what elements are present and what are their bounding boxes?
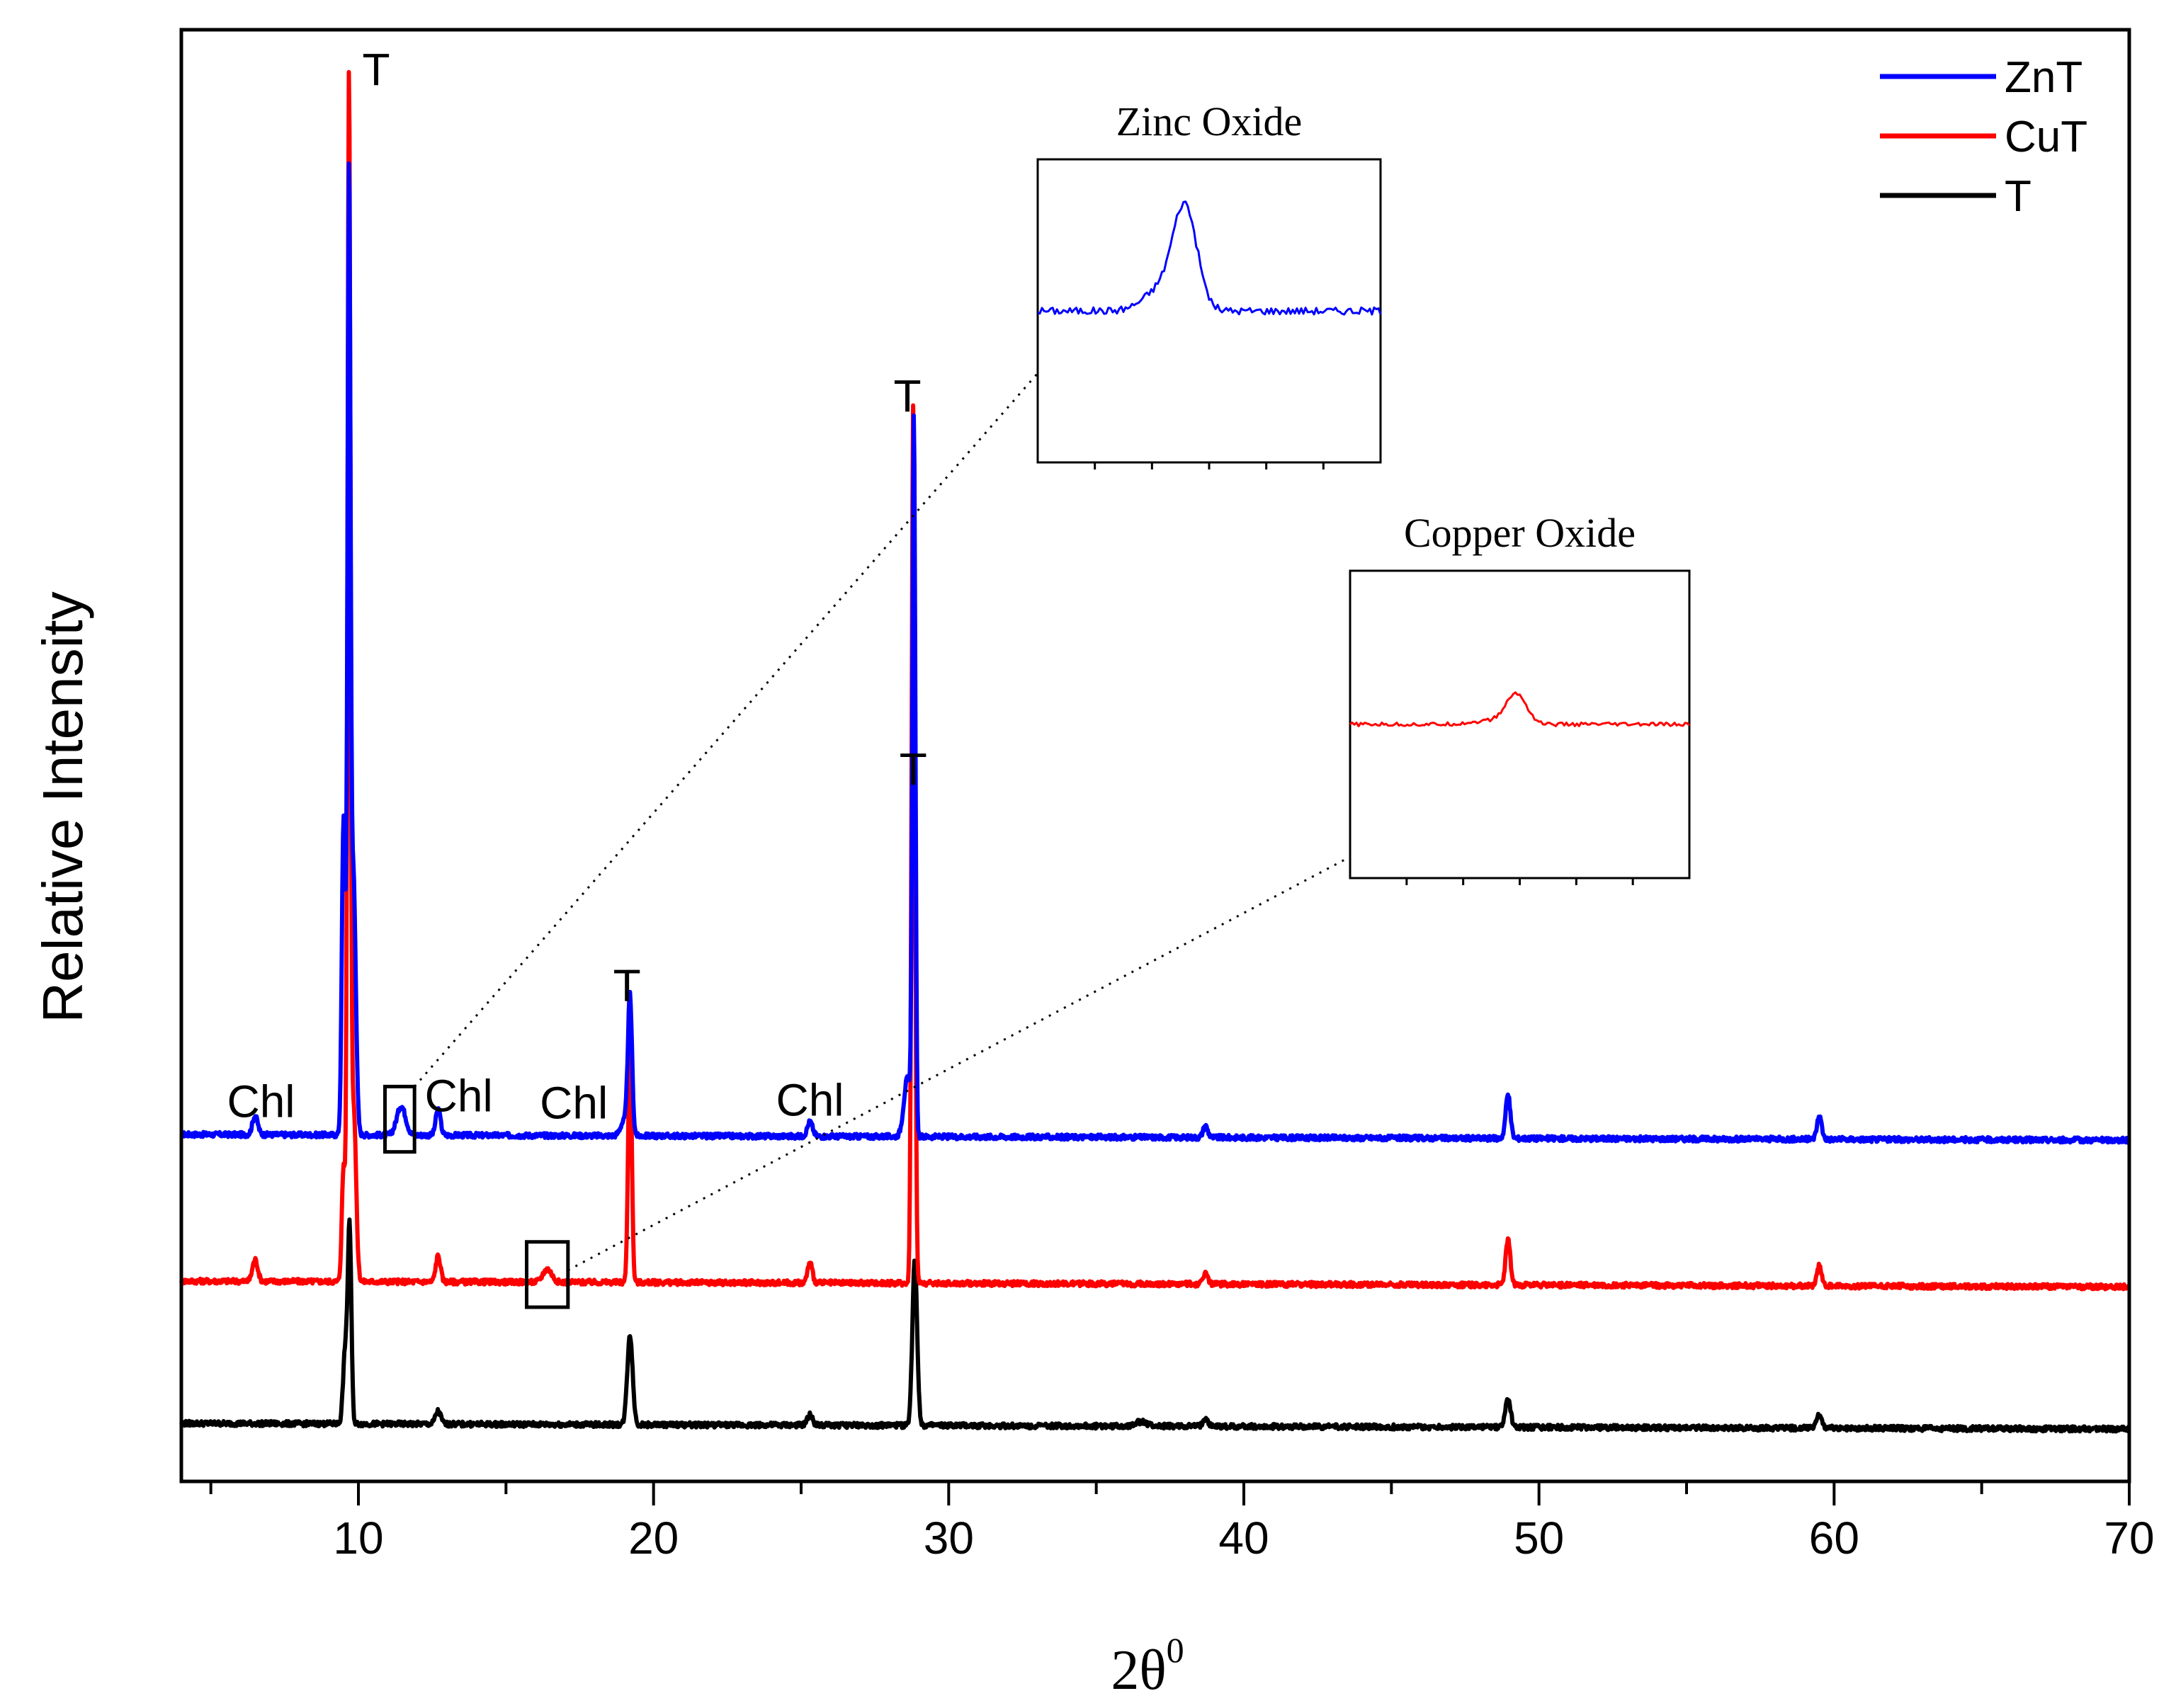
x-tick-label-70: 70 [2104,1513,2154,1564]
x-tick-label-50: 50 [1514,1513,1564,1564]
inset-title-1: Copper Oxide [1404,510,1636,556]
x-axis-label-superscript: 0 [1167,1630,1184,1670]
y-axis-label: Relative Intensity [31,591,94,1023]
x-tick-label-60: 60 [1809,1513,1859,1564]
legend-label-znt: ZnT [2005,53,2082,102]
highlight-box-copper-oxide [525,1240,570,1309]
peak-label-t-0: T [362,44,390,95]
inset-curve-0 [1037,200,1382,316]
legend: ZnT CuT T [1880,53,2087,221]
x-axis-label: 2θ0 [1111,1630,1184,1702]
plot-frame [179,28,2131,1484]
series-line-znt [179,161,2131,1145]
inset-curve-1 [1349,691,1691,727]
x-tick-label-20: 20 [628,1513,679,1564]
inset-layer: Zinc Oxide Copper Oxide [414,98,1691,1272]
peak-label-chl-5: Chl [425,1070,493,1121]
inset-connector-1 [567,855,1351,1272]
axes-layer: 10 20 30 40 50 60 70 [179,28,2155,1564]
x-tick-label-10: 10 [333,1513,383,1564]
inset-connector-0 [414,372,1039,1088]
legend-label-cut: CuT [2005,113,2087,161]
peak-label-t-1: T [893,370,921,421]
peak-label-chl-6: Chl [540,1078,608,1129]
x-tick-label-40: 40 [1218,1513,1269,1564]
series-line-t [179,1217,2131,1434]
series-line-cut [179,69,2131,1292]
series-layer [179,69,2131,1434]
legend-label-t: T [2005,172,2032,221]
peak-label-chl-4: Chl [227,1076,295,1127]
peak-label-chl-7: Chl [776,1074,844,1125]
annotation-layer: T T T T Chl Chl Chl Chl [227,44,927,1309]
inset-frame-0 [1036,158,1382,464]
peak-label-t-2: T [613,960,641,1010]
highlight-box-zinc-oxide [383,1084,416,1154]
x-tick-label-30: 30 [924,1513,974,1564]
peak-label-t-3: T [900,744,927,795]
inset-title-0: Zinc Oxide [1116,98,1303,144]
